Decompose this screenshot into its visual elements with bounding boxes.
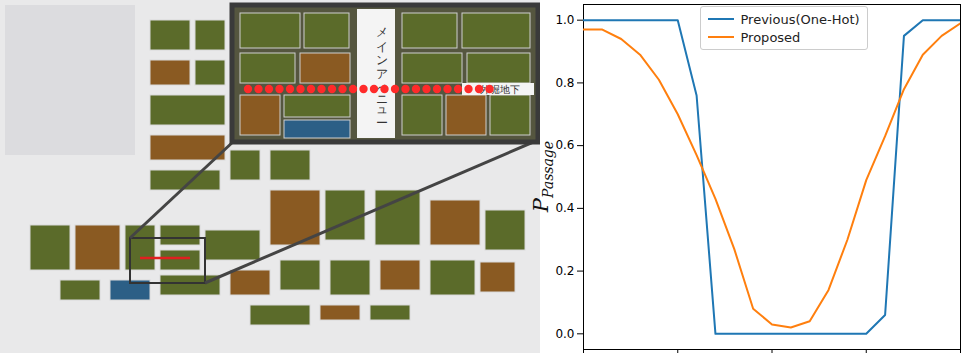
html-text:Previous(One-Hot): Previous(One-Hot) (740, 11, 860, 27)
svg-text:0.4: 0.4 (555, 201, 574, 215)
svg-text:PPassage: PPassage (529, 141, 556, 213)
svg-text:0.8: 0.8 (555, 76, 574, 90)
svg-text:0.2: 0.2 (555, 264, 574, 278)
html-text:Proposed: Proposed (740, 29, 801, 45)
svg-text:外堀地下: 外堀地下 (480, 84, 520, 95)
svg-text:1.0: 1.0 (555, 13, 574, 27)
svg-text:0.6: 0.6 (555, 138, 574, 152)
svg-text:メインアベニュー: メインアベニュー (375, 19, 389, 124)
svg-text:0.0: 0.0 (555, 327, 574, 341)
